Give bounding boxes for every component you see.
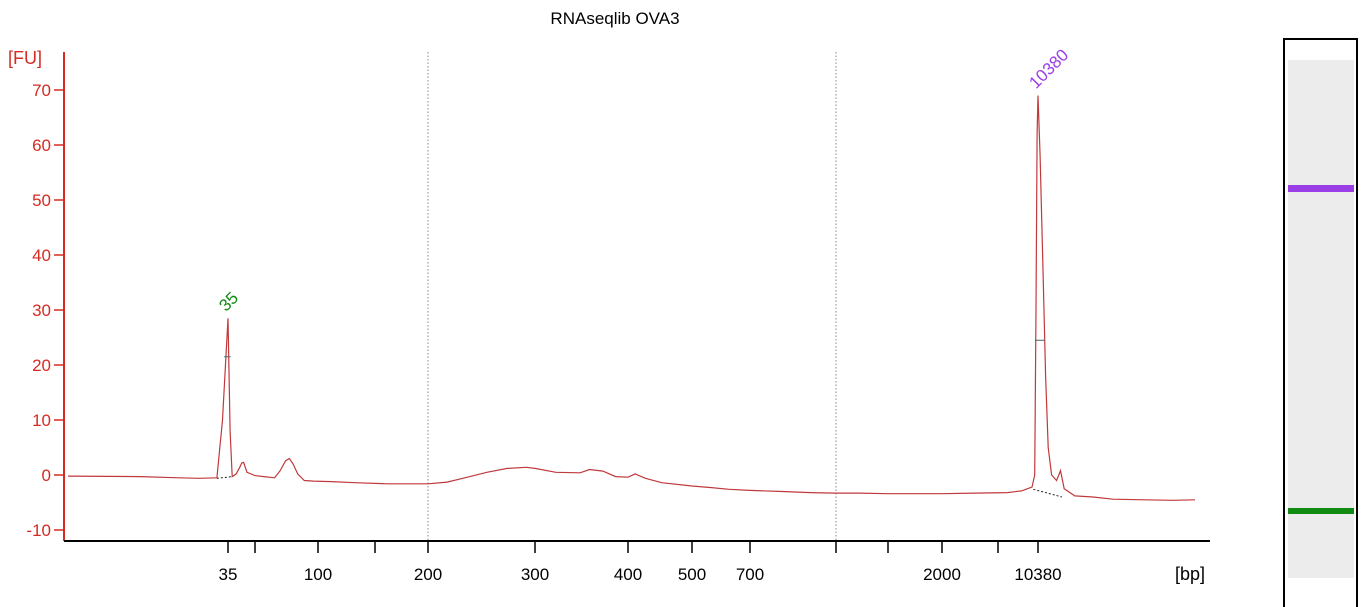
x-tick-label-400: 400 — [614, 565, 642, 584]
peak-baseline-0 — [216, 476, 233, 479]
gel-band-10380 — [1288, 185, 1354, 192]
y-tick-label-70: 70 — [32, 81, 51, 100]
y-tick-label-20: 20 — [32, 356, 51, 375]
y-tick-label-0: 0 — [42, 466, 51, 485]
peak-label-35: 35 — [215, 288, 242, 315]
x-tick-label-10380: 10380 — [1014, 565, 1061, 584]
y-tick-label-50: 50 — [32, 191, 51, 210]
x-tick-label-500: 500 — [678, 565, 706, 584]
x-tick-label-35: 35 — [219, 565, 238, 584]
x-tick-label-2000: 2000 — [923, 565, 961, 584]
y-tick-label-10: 10 — [32, 411, 51, 430]
chart-title: RNAseqlib OVA3 — [550, 9, 679, 28]
x-tick-label-100: 100 — [304, 565, 332, 584]
axes: -10 0 10 20 30 40 50 60 70 35 100 200 300 400 500 700 20… — [26, 52, 1210, 584]
gridlines — [427, 52, 837, 541]
peak-label-10380: 10380 — [1025, 45, 1072, 92]
y-tick-label--10: -10 — [26, 521, 51, 540]
gel-image — [1283, 38, 1358, 607]
x-tick-label-200: 200 — [414, 565, 442, 584]
gel-lane — [1288, 60, 1354, 578]
x-tick-label-700: 700 — [736, 565, 764, 584]
y-axis-label: [FU] — [8, 48, 42, 68]
y-tick-label-30: 30 — [32, 301, 51, 320]
peak-baseline-1 — [1033, 488, 1063, 498]
trace-line — [67, 95, 1196, 501]
y-tick-label-60: 60 — [32, 136, 51, 155]
gel-band-35 — [1288, 508, 1354, 514]
trace-layer — [67, 95, 1196, 501]
x-tick-label-300: 300 — [521, 565, 549, 584]
x-axis-label: [bp] — [1175, 564, 1205, 584]
y-tick-label-40: 40 — [32, 246, 51, 265]
peak-labels: 35 10380 — [215, 45, 1072, 315]
